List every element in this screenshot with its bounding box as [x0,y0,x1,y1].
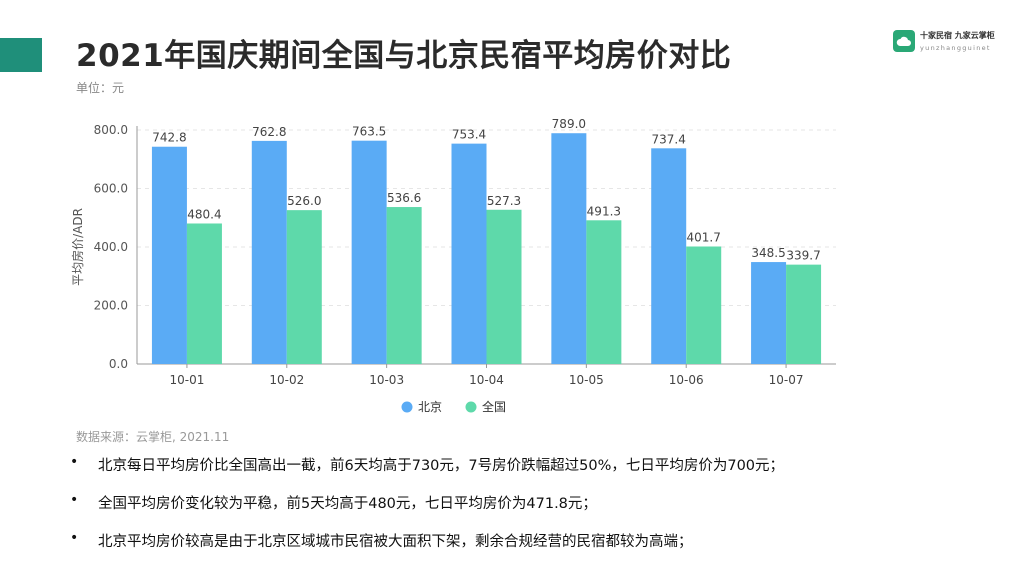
bar [551,133,587,364]
bar-chart: 0.0 200.0 400.0 600.0 800.0 平均房价/ADR 742.8 480.… [70,117,836,414]
legend-marker [401,401,413,413]
bar-value-label: 348.5 [751,246,785,260]
x-tick-label: 10-02 [269,373,304,387]
bullet-text: 北京平均房价较高是由于北京区域城市民宿被大面积下架，剩余合规经营的民宿都较为高端… [98,534,693,550]
x-tick-label: 10-07 [769,373,804,387]
bullet-text: 北京每日平均房价比全国高出一截，前6天均高于730元，7号房价跌幅超过50%，七… [98,458,785,474]
bar-value-label: 401.7 [687,231,721,245]
bar-value-label: 762.8 [252,125,286,139]
bar-value-label: 737.4 [652,132,686,146]
bar-value-label: 753.4 [452,128,486,142]
bar [486,209,522,364]
x-tick-label: 10-03 [369,373,404,387]
bullet-item: • 北京每日平均房价比全国高出一截，前6天均高于730元，7号房价跌幅超过50%… [70,454,1010,492]
bar-value-label: 536.6 [387,191,421,205]
x-tick-label: 10-06 [669,373,704,387]
bar [251,140,287,364]
bullet-item: • 全国平均房价变化较为平稳，前5天均高于480元，七日平均房价为471.8元； [70,492,1010,530]
bar [451,143,487,364]
bar-value-label: 480.4 [187,207,221,221]
legend-label: 全国 [482,399,506,414]
brand-logo: 十家民宿 九家云掌柜 yunzhangguinet [893,30,995,52]
bar [351,140,387,364]
legend-marker [465,401,477,413]
cloud-icon [893,30,915,52]
data-source: 数据来源：云掌柜, 2021.11 [76,430,230,444]
x-tick-label: 10-01 [169,373,204,387]
y-tick-label: 200.0 [94,299,128,313]
bar [786,264,822,364]
bullet-list: • 北京每日平均房价比全国高出一截，前6天均高于730元，7号房价跌幅超过50%… [70,454,1010,568]
logo-text-cn: 十家民宿 九家云掌柜 [920,31,995,40]
x-tick-label: 10-05 [569,373,604,387]
y-axis-label: 平均房价/ADR [70,208,85,286]
y-tick-label: 400.0 [94,240,128,254]
bar [651,148,687,364]
x-tick-label: 10-04 [469,373,504,387]
bullet-text: 全国平均房价变化较为平稳，前5天均高于480元，七日平均房价为471.8元； [98,496,597,512]
bar [386,207,422,364]
bullet-dot: • [70,530,79,546]
unit-label: 单位：元 [76,81,125,95]
bullet-item: • 北京平均房价较高是由于北京区域城市民宿被大面积下架，剩余合规经营的民宿都较为… [70,530,1010,568]
bar-value-label: 339.7 [786,249,820,263]
bar-value-label: 763.5 [352,125,386,139]
bar [151,146,187,364]
bar [751,262,787,364]
legend-label: 北京 [418,400,442,414]
bar-value-label: 491.3 [587,204,621,218]
logo-text-en: yunzhangguinet [920,44,991,52]
bar-value-label: 742.8 [152,131,186,145]
bar-value-label: 526.0 [287,194,321,208]
page-title: 2021年国庆期间全国与北京民宿平均房价对比 [76,38,732,74]
bar [186,223,222,364]
y-tick-label: 600.0 [94,182,128,196]
bullet-dot: • [70,454,79,470]
bar-value-label: 527.3 [487,194,521,208]
bar [586,220,622,364]
title-accent-bar [0,38,42,72]
bar-value-label: 789.0 [552,117,586,131]
bar [286,210,322,364]
y-tick-label: 0.0 [109,357,128,371]
bar [686,246,722,364]
bullet-dot: • [70,492,79,508]
y-tick-label: 800.0 [94,123,128,137]
